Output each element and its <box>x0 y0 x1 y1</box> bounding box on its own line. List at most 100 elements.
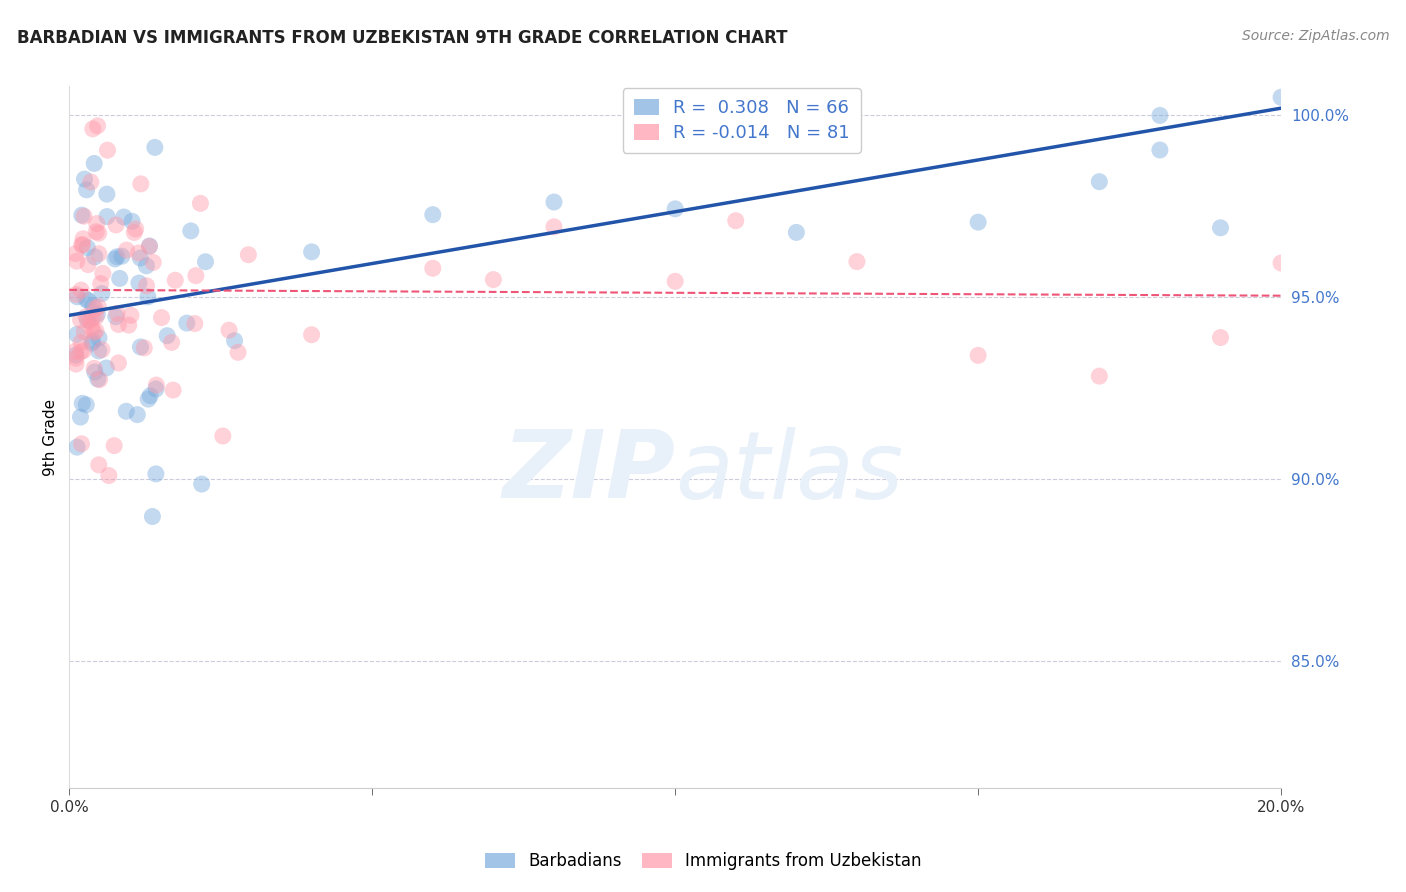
Point <box>90 277 112 291</box>
Point <box>129 340 152 354</box>
Point <box>124 226 146 240</box>
Point <box>91 267 114 281</box>
Point <box>83 156 105 170</box>
Text: Source: ZipAtlas.com: Source: ZipAtlas.com <box>1241 29 1389 43</box>
Point <box>1149 143 1171 157</box>
Point <box>162 383 184 397</box>
Point <box>80 321 103 335</box>
Point <box>72 237 94 252</box>
Point <box>96 210 118 224</box>
Point <box>69 344 91 359</box>
Point <box>845 254 868 268</box>
Point <box>80 175 103 189</box>
Point <box>226 345 249 359</box>
Point <box>65 357 87 371</box>
Point <box>160 335 183 350</box>
Point <box>70 238 93 252</box>
Point <box>66 440 89 454</box>
Point <box>118 318 141 332</box>
Point <box>75 310 97 324</box>
Point <box>83 250 105 264</box>
Point <box>224 334 246 348</box>
Point <box>145 467 167 481</box>
Legend: Barbadians, Immigrants from Uzbekistan: Barbadians, Immigrants from Uzbekistan <box>478 846 928 877</box>
Point <box>73 343 96 358</box>
Point <box>184 268 207 283</box>
Point <box>77 293 100 308</box>
Point <box>72 396 94 410</box>
Point <box>136 290 159 304</box>
Point <box>664 274 686 288</box>
Point <box>156 328 179 343</box>
Point <box>82 310 104 325</box>
Point <box>141 509 163 524</box>
Point <box>136 392 159 406</box>
Point <box>84 310 107 324</box>
Point <box>87 458 110 472</box>
Point <box>129 251 152 265</box>
Point <box>82 299 104 313</box>
Point <box>190 477 212 491</box>
Point <box>422 208 444 222</box>
Point <box>138 239 160 253</box>
Point <box>1149 108 1171 122</box>
Point <box>65 246 87 260</box>
Point <box>105 218 128 232</box>
Point <box>84 324 107 338</box>
Text: atlas: atlas <box>675 426 904 517</box>
Point <box>87 372 110 386</box>
Point <box>145 378 167 392</box>
Point <box>150 310 173 325</box>
Point <box>128 246 150 260</box>
Point <box>76 183 98 197</box>
Point <box>80 336 103 351</box>
Point <box>73 209 96 223</box>
Text: ZIP: ZIP <box>502 426 675 518</box>
Point <box>107 318 129 332</box>
Point <box>134 341 156 355</box>
Point <box>65 348 87 362</box>
Point <box>73 325 96 339</box>
Point <box>86 217 108 231</box>
Point <box>86 119 108 133</box>
Point <box>184 317 207 331</box>
Point <box>105 306 128 320</box>
Point <box>70 437 93 451</box>
Point <box>1209 330 1232 344</box>
Point <box>75 292 97 306</box>
Point <box>301 244 323 259</box>
Point <box>211 429 233 443</box>
Point <box>180 224 202 238</box>
Point <box>138 239 160 253</box>
Point <box>105 250 128 264</box>
Point <box>86 307 108 321</box>
Point <box>238 248 260 262</box>
Point <box>785 226 807 240</box>
Point <box>83 361 105 376</box>
Point <box>65 287 87 301</box>
Point <box>97 468 120 483</box>
Point <box>70 208 93 222</box>
Point <box>139 389 162 403</box>
Point <box>87 331 110 345</box>
Point <box>87 343 110 358</box>
Point <box>73 172 96 186</box>
Point <box>76 241 98 255</box>
Point <box>82 121 104 136</box>
Point <box>107 356 129 370</box>
Legend: R =  0.308   N = 66, R = -0.014   N = 81: R = 0.308 N = 66, R = -0.014 N = 81 <box>623 88 860 153</box>
Point <box>65 351 87 366</box>
Point <box>96 187 118 202</box>
Point <box>1270 256 1292 270</box>
Point <box>190 196 212 211</box>
Point <box>70 335 93 350</box>
Point <box>967 348 990 362</box>
Point <box>127 408 149 422</box>
Point <box>422 261 444 276</box>
Point <box>135 259 157 273</box>
Point <box>128 276 150 290</box>
Point <box>83 326 105 340</box>
Point <box>72 232 94 246</box>
Point <box>301 327 323 342</box>
Point <box>104 310 127 324</box>
